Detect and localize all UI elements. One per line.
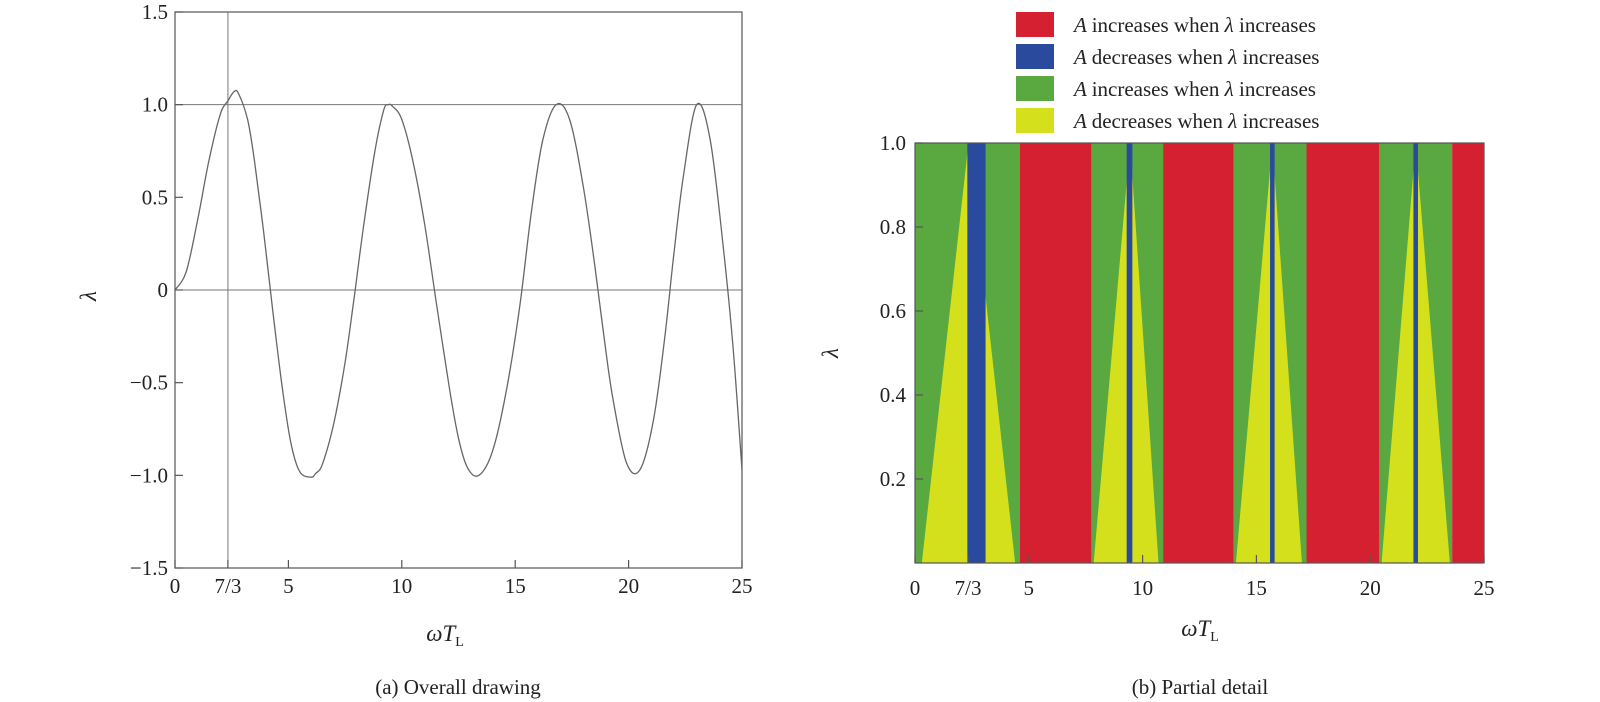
panel-b-x-tick-label: 25 [1474,576,1495,600]
panel-a-y-tick-label: 0 [158,278,169,302]
panel-b-x-axis-label: ωTL [1181,616,1219,645]
panel-b-caption: (b) Partial detail [1132,675,1269,699]
blue-region [1270,143,1275,563]
panel-b-y-tick-label: 0.2 [880,467,906,491]
panel-b-x-tick-label: 7/3 [955,576,982,600]
panel-a-x-tick-label: 5 [283,574,294,598]
panel-a-x-tick-label: 25 [732,574,753,598]
panel-a-caption: (a) Overall drawing [375,675,541,699]
panel-a-x-tick-label: 20 [618,574,639,598]
panel-a-x-tick-label: 0 [170,574,181,598]
red-region [1452,143,1484,563]
panel-b-y-tick-label: 0.8 [880,215,906,239]
panel-b-legend: A increases when λ increases A decreases … [1016,12,1319,133]
panel-a-y-tick-label: 1.5 [142,0,168,24]
panel-b-x-tick-label: 20 [1360,576,1381,600]
legend-swatch [1016,108,1054,133]
panel-a-y-axis-label: λ [76,291,101,302]
panel-b-x-tick-label: 15 [1246,576,1267,600]
panel-a-lambda-curve [174,89,743,478]
blue-region [1126,143,1133,563]
panel-b-y-tick-label: 0.4 [880,383,907,407]
blue-region [1413,143,1418,563]
panel-a-x-tick-label: 15 [505,574,526,598]
panel-a-y-tick-label: −0.5 [130,371,168,395]
panel-b-y-tick-label: 0.6 [880,299,906,323]
panel-b-y-tick-label: 1.0 [880,131,906,155]
legend-swatch [1016,44,1054,69]
legend-entry-label: A decreases when λ increases [1072,45,1319,69]
panel-a-x-axis-label: ωTL [426,621,464,650]
panel-a-y-tick-label: 1.0 [142,93,168,117]
legend-swatch [1016,76,1054,101]
red-region [1306,143,1380,563]
yellow-region [1093,143,1159,563]
panel-b-x-tick-label: 0 [910,576,921,600]
blue-region [967,143,986,563]
legend-swatch [1016,12,1054,37]
red-region [1163,143,1234,563]
panel-b-plot-frame [914,142,1485,564]
legend-entry-label: A increases when λ increases [1072,13,1316,37]
legend-entry-label: A decreases when λ increases [1072,109,1319,133]
yellow-region [1235,143,1302,563]
panel-a-y-tick-label: −1.5 [130,556,168,580]
panel-b-y-axis-label: λ [818,348,843,359]
panel-a-y-tick-label: −1.0 [130,463,168,487]
panel-a-x-tick-label: 7/3 [214,574,241,598]
panel-b-partial-detail: 0 7/3 5 10 15 20 25 1.0 0.8 0.6 0.4 0.2 λ ωTL (b) … [818,12,1495,699]
panel-a-y-tick-label: 0.5 [142,185,168,209]
panel-a-overall-drawing: 0 7/3 5 10 15 20 25 1.5 1.0 0.5 0 −0.5 −1.0 −1.5 λ ω… [76,0,753,699]
red-region [1019,143,1092,563]
legend-entry-label: A increases when λ increases [1072,77,1316,101]
panel-b-x-tick-label: 5 [1024,576,1035,600]
panel-a-x-tick-label: 10 [391,574,412,598]
panel-b-x-tick-label: 10 [1132,576,1153,600]
